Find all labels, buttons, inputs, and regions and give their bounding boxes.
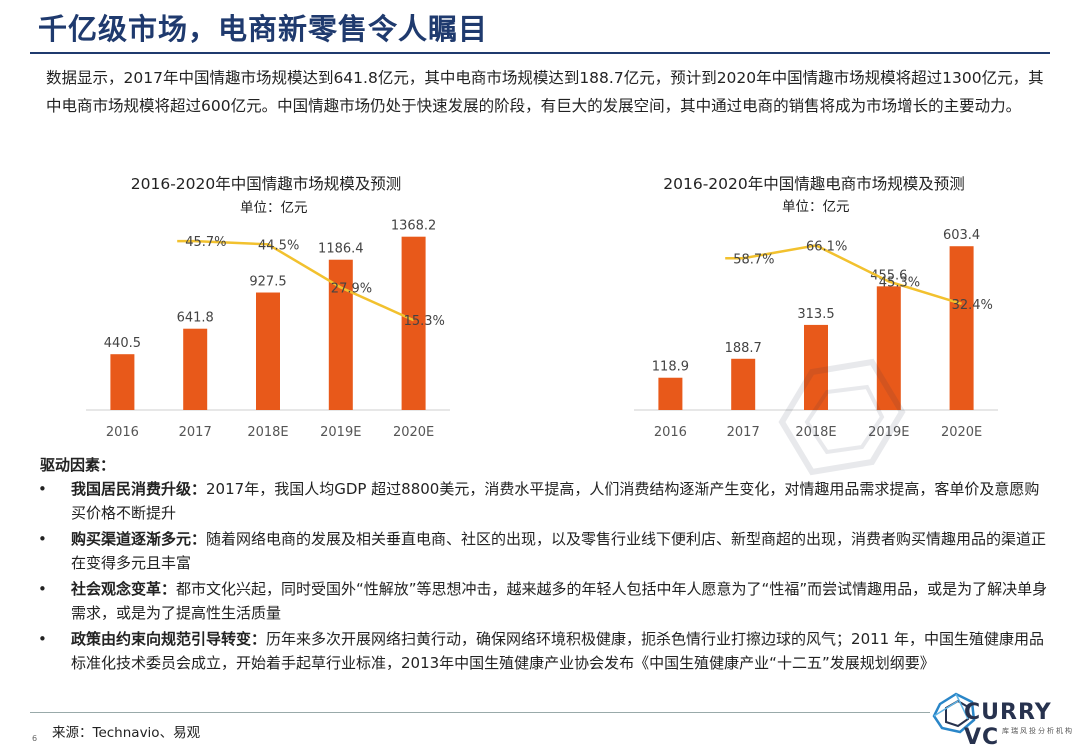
chart1-growth-label: 44.5%	[258, 238, 299, 253]
driver-title: 政策由约束向规范引导转变：	[71, 630, 267, 648]
chart1-title: 2016-2020年中国情趣市场规模及预测	[130, 175, 402, 193]
driver-text: 随着网络电商的发展及相关垂直电商、社区的出现，以及零售行业线下便利店、新型商超的…	[71, 530, 1047, 572]
bullet: •	[38, 480, 47, 498]
chart2-tick-label: 2020E	[941, 425, 982, 440]
driver-text: 2017年，我国人均GDP 超过8800美元，消费水平提高，人们消费结构逐渐产生…	[71, 480, 1040, 522]
page-number: 6	[32, 734, 38, 743]
source-note: 来源：Technavio、易观	[52, 725, 201, 741]
chart1-value-label: 1186.4	[318, 242, 364, 257]
chart1-unit: 单位：亿元	[240, 200, 308, 216]
chart1-tick-label: 2016	[106, 425, 139, 440]
chart2-bar	[949, 246, 974, 410]
title-divider	[30, 52, 1050, 54]
chart2-bar	[804, 324, 828, 410]
chart1-growth-line	[177, 239, 415, 322]
chart2-value-label: 188.7	[725, 341, 762, 356]
bullet: •	[38, 630, 47, 648]
chart2-tick-label: 2016	[654, 425, 687, 440]
logo-subtitle: 库瑞风投分析机构	[1002, 727, 1074, 735]
footer-divider	[30, 712, 930, 713]
chart2-svg: 118.9 2016 188.7 2017 313.5 2018E 455.6 2019E 60…	[634, 228, 998, 440]
bullet: •	[38, 580, 47, 598]
driver-item: • 我国居民消费升级：2017年，我国人均GDP 超过8800美元，消费水平提高，…	[38, 477, 1048, 525]
driver-title: 我国居民消费升级：	[71, 480, 207, 498]
chart1-value-label: 641.8	[177, 311, 214, 326]
chart2-growth-line	[725, 244, 962, 306]
chart2-value-label: 118.9	[652, 360, 689, 375]
chart2-growth-label: 45.3%	[879, 275, 920, 290]
chart2-value-label: 313.5	[797, 307, 834, 322]
chart2-bar	[876, 286, 901, 410]
chart2-value-label: 603.4	[943, 228, 980, 243]
chart1-tick-label: 2018E	[247, 425, 288, 440]
chart1-bar	[183, 328, 208, 410]
chart2-title: 2016-2020年中国情趣电商市场规模及预测	[663, 175, 965, 193]
chart1-value-label: 927.5	[249, 275, 286, 290]
chart2-growth-label: 58.7%	[733, 252, 774, 267]
drivers-heading: 驱动因素：	[40, 456, 116, 474]
chart1-bar	[110, 354, 135, 410]
bullet: •	[38, 530, 47, 548]
chart1-bar	[256, 292, 280, 410]
driver-title: 社会观念变革：	[71, 580, 177, 598]
page-title: 千亿级市场，电商新零售令人瞩目	[38, 12, 489, 46]
chart2-tick-label: 2019E	[868, 425, 909, 440]
intro-paragraph: 数据显示，2017年中国情趣市场规模达到641.8亿元，其中电商市场规模达到18…	[46, 69, 1044, 115]
driver-item: • 社会观念变革：都市文化兴起，同时受国外“性解放”等思想冲击，越来越多的年轻人包…	[38, 577, 1048, 625]
chart1-bar	[401, 236, 426, 410]
driver-text: 都市文化兴起，同时受国外“性解放”等思想冲击，越来越多的年轻人包括中年人愿意为了…	[71, 580, 1048, 622]
chart1-growth-label: 15.3%	[404, 314, 445, 329]
driver-title: 购买渠道逐渐多元：	[71, 530, 207, 548]
chart2-growth-label: 66.1%	[806, 239, 847, 254]
chart1-tick-label: 2017	[179, 425, 212, 440]
driver-item: • 政策由约束向规范引导转变：历年来多次开展网络扫黄行动，确保网络环境积极健康，扼…	[38, 627, 1048, 675]
chart1-value-label: 440.5	[104, 336, 141, 351]
logo-text: CURRY VC	[964, 700, 1052, 750]
chart2-tick-label: 2018E	[795, 425, 836, 440]
curry-vc-logo-icon	[932, 692, 976, 734]
watermark-logo	[778, 358, 906, 476]
chart2-bar	[731, 358, 756, 410]
chart2-tick-label: 2017	[727, 425, 760, 440]
chart2-value-label: 455.6	[870, 268, 907, 283]
chart1-value-label: 1368.2	[391, 219, 437, 234]
driver-item: • 购买渠道逐渐多元：随着网络电商的发展及相关垂直电商、社区的出现，以及零售行业线…	[38, 527, 1048, 575]
chart2-growth-label: 32.4%	[952, 298, 993, 313]
chart2-unit: 单位：亿元	[782, 199, 850, 215]
chart2-bar	[658, 377, 683, 410]
chart1-svg: 440.5 2016 641.8 2017 927.5 2018E 1186.4 2019E 1…	[86, 219, 450, 440]
driver-text: 历年来多次开展网络扫黄行动，确保网络环境积极健康，扼杀色情行业打擦边球的风气；2…	[71, 630, 1044, 672]
chart1-growth-label: 45.7%	[185, 235, 226, 250]
chart1-bar	[328, 259, 353, 410]
chart1-tick-label: 2019E	[320, 425, 361, 440]
chart1-growth-label: 27.9%	[331, 281, 372, 296]
drivers-list: • 我国居民消费升级：2017年，我国人均GDP 超过8800美元，消费水平提高，…	[38, 477, 1048, 677]
chart1-tick-label: 2020E	[393, 425, 434, 440]
